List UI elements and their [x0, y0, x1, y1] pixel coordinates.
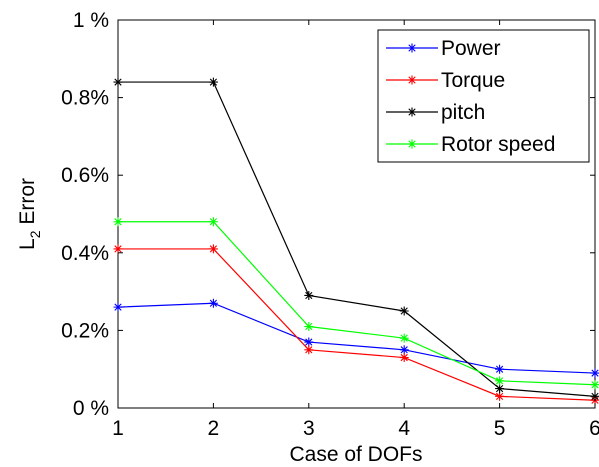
data-point [399, 333, 409, 343]
data-point [113, 217, 123, 227]
legend-item: Torque [386, 69, 505, 92]
y-tick-label: 0.6% [61, 164, 109, 187]
x-tick-label: 4 [398, 417, 410, 440]
series-line [118, 81, 596, 397]
legend-box [377, 29, 590, 163]
data-point [304, 345, 314, 355]
y-tick-label: 0.8% [61, 87, 109, 110]
series-pitch [113, 77, 599, 401]
legend-marker [407, 139, 417, 149]
y-tick-label: 0.4% [61, 242, 109, 265]
series-line [118, 248, 596, 401]
legend-marker [407, 75, 417, 85]
legend-label: pitch [441, 101, 485, 124]
legend-marker [407, 43, 417, 53]
x-tick-label: 1 [112, 417, 124, 440]
x-tick-label: 5 [494, 417, 506, 440]
data-point [208, 298, 218, 308]
data-point [208, 244, 218, 254]
legend-item: Power [386, 37, 501, 60]
series-layer [113, 77, 599, 405]
data-point [495, 384, 505, 394]
data-point [304, 290, 314, 300]
data-point [208, 217, 218, 227]
legend: Power Torque pitch Rotor speed [377, 29, 590, 163]
data-point [590, 368, 599, 378]
data-point [399, 306, 409, 316]
legend-item: pitch [386, 101, 485, 124]
series-line [117, 302, 596, 374]
x-tick-label: 6 [589, 417, 599, 440]
data-point [113, 244, 123, 254]
ticks-layer: 1 2 3 4 5 6 0 % 0.2% 0.4% 0.6% 0.8% 1 % [61, 9, 599, 440]
y-axis-label-rest: Error [16, 178, 39, 231]
data-point [208, 77, 218, 87]
series-line [118, 221, 596, 386]
series-rotor-speed [113, 217, 599, 390]
legend-marker [407, 107, 417, 117]
data-point [399, 345, 409, 355]
x-tick-label: 3 [303, 417, 315, 440]
data-point [495, 376, 505, 386]
y-axis-label-main: L [16, 238, 39, 250]
data-point [304, 322, 314, 332]
legend-label: Rotor speed [441, 133, 555, 156]
y-tick-label: 0 % [73, 397, 109, 420]
y-tick-label: 1 % [73, 9, 109, 32]
legend-item: Rotor speed [386, 133, 555, 156]
x-tick-label: 2 [208, 417, 220, 440]
y-tick-label: 0.2% [61, 319, 109, 342]
y-axis-label-subscript: 2 [27, 230, 43, 238]
data-point [113, 302, 123, 312]
y-axis-label: L2 Error [16, 178, 43, 250]
data-point [113, 77, 123, 87]
data-point [590, 380, 599, 390]
legend-label: Power [441, 37, 501, 60]
data-point [399, 353, 409, 363]
series-power [113, 298, 599, 378]
data-point [495, 364, 505, 374]
data-point [495, 391, 505, 401]
data-point [304, 337, 314, 347]
legend-label: Torque [441, 69, 505, 92]
x-axis-label: Case of DOFs [289, 443, 422, 466]
data-point [590, 391, 599, 401]
